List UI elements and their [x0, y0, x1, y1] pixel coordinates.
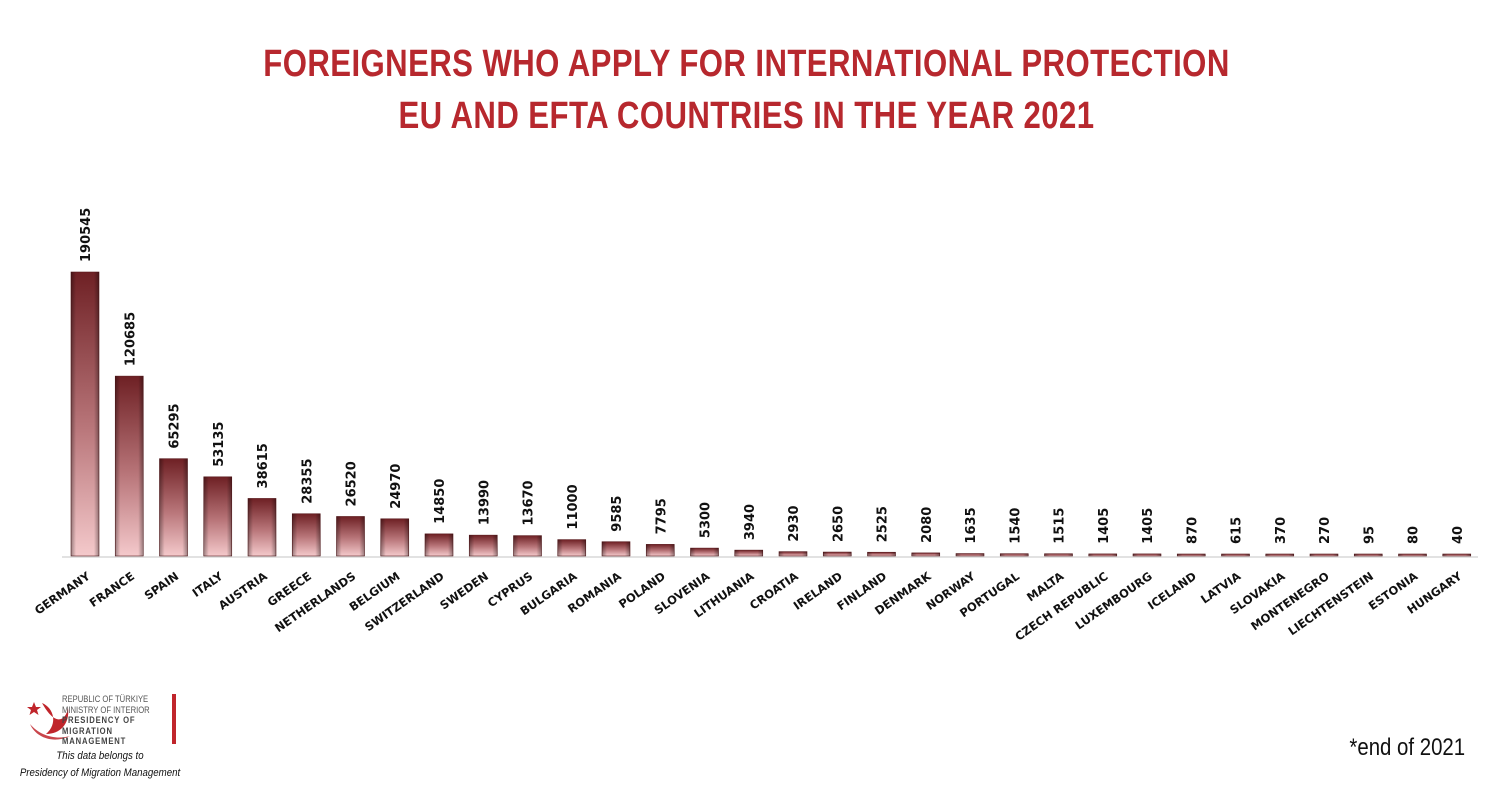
bar-shading	[1354, 554, 1383, 556]
data-label: 1405	[1097, 508, 1112, 544]
bar-shading	[1310, 554, 1338, 556]
category-label: NETHERLANDS	[272, 569, 358, 635]
data-credit: This data belongs to Presidency of Migra…	[12, 748, 188, 782]
bar-shading	[823, 552, 852, 556]
data-label: 9585	[610, 496, 625, 532]
data-label: 2650	[831, 506, 846, 542]
bar-shading	[779, 551, 807, 556]
bar-shading	[425, 533, 453, 556]
bar-shading	[1044, 553, 1073, 556]
presidency-logo	[27, 702, 70, 740]
title-line-2: EU AND EFTA COUNTRIES IN THE YEAR 2021	[398, 95, 1095, 137]
bars-group: 190545 GERMANY 120685 FRANCE 65295 SPAIN 53135…	[32, 208, 1472, 644]
data-label: 13990	[477, 480, 492, 525]
bar-shading	[557, 539, 586, 556]
bar-shading	[159, 458, 188, 556]
data-label: 370	[1274, 517, 1289, 544]
bar-shading	[71, 272, 99, 556]
bar-shading	[602, 541, 630, 556]
data-label: 5300	[699, 502, 714, 538]
title-line-1: FOREIGNERS WHO APPLY FOR INTERNATIONAL P…	[263, 43, 1230, 85]
bar-shading	[115, 376, 144, 556]
data-label: 2930	[787, 505, 802, 541]
org-line-3: PRESIDENCY OF	[62, 715, 136, 725]
data-label: 24970	[389, 464, 404, 509]
org-line-2: MINISTRY OF INTERIOR	[62, 704, 150, 715]
bar-shading	[336, 516, 365, 556]
category-label: SPAIN	[142, 569, 182, 603]
bar-shading	[911, 552, 940, 556]
category-label: CROATIA	[747, 569, 801, 613]
bar-shading	[1265, 554, 1294, 556]
org-line-1: REPUBLIC OF TÜRKIYE	[62, 694, 149, 704]
org-accent-bar	[172, 694, 176, 744]
data-label: 14850	[433, 479, 448, 524]
category-label: SWITZERLAND	[362, 569, 447, 634]
category-label: GERMANY	[32, 569, 93, 618]
data-label: 870	[1185, 517, 1200, 544]
data-label: 270	[1318, 517, 1333, 544]
data-label: 7795	[654, 498, 669, 534]
data-label: 11000	[566, 484, 581, 529]
category-label: ICELAND	[1145, 569, 1199, 613]
chart-title: FOREIGNERS WHO APPLY FOR INTERNATIONAL P…	[134, 38, 1358, 142]
data-label: 615	[1230, 517, 1245, 544]
data-label: 40	[1451, 526, 1466, 544]
data-label: 1515	[1053, 508, 1068, 544]
data-label: 190545	[79, 208, 94, 262]
credit-line-2: Presidency of Migration Management	[19, 767, 181, 779]
data-label: 3940	[743, 504, 758, 540]
data-label: 53135	[212, 422, 227, 467]
category-label: LUXEMBOURG	[1072, 569, 1154, 632]
bar-shading	[956, 553, 984, 556]
data-label: 1540	[1008, 508, 1023, 544]
bar-shading	[469, 535, 498, 556]
data-label: 65295	[168, 403, 183, 448]
org-line-4: MIGRATION MANAGEMENT	[62, 725, 127, 747]
bar-shading	[203, 476, 232, 556]
crescent-icon	[42, 703, 69, 734]
data-label: 26520	[345, 461, 360, 506]
bar-shading	[292, 513, 321, 556]
bar-shading	[1000, 553, 1029, 556]
data-label: 120685	[123, 312, 138, 366]
bar-shading	[690, 548, 719, 556]
bar-shading	[1177, 554, 1206, 556]
credit-line-1: This data belongs to	[56, 750, 144, 762]
bar-shading	[1133, 553, 1161, 556]
bar-shading	[646, 544, 675, 556]
data-label: 2525	[876, 506, 891, 542]
bar-shading	[1221, 554, 1250, 556]
data-label: 13670	[522, 480, 537, 525]
data-label: 1405	[1141, 508, 1156, 544]
organization-name: REPUBLIC OF TÜRKIYE MINISTRY OF INTERIOR…	[62, 694, 156, 747]
bar-shading	[1398, 554, 1427, 556]
category-label: SWEDEN	[437, 569, 491, 613]
footnote: *end of 2021	[1349, 734, 1465, 761]
bar-shading	[1088, 553, 1117, 556]
data-label: 2080	[920, 507, 935, 543]
category-label: ITALY	[190, 569, 226, 600]
bar-shading	[513, 535, 542, 556]
bar-shading	[248, 498, 276, 556]
data-label: 38615	[256, 443, 271, 488]
bar-shading	[867, 552, 896, 556]
category-label: AUSTRIA	[216, 569, 270, 613]
data-label: 28355	[300, 459, 315, 504]
star-icon	[27, 702, 41, 715]
data-label: 80	[1407, 526, 1422, 544]
category-label: FRANCE	[87, 569, 137, 610]
bar-shading	[380, 518, 409, 556]
data-label: 1635	[964, 507, 979, 543]
bar-shading	[734, 550, 763, 556]
bar-shading	[1442, 554, 1471, 556]
data-label: 95	[1362, 526, 1377, 544]
